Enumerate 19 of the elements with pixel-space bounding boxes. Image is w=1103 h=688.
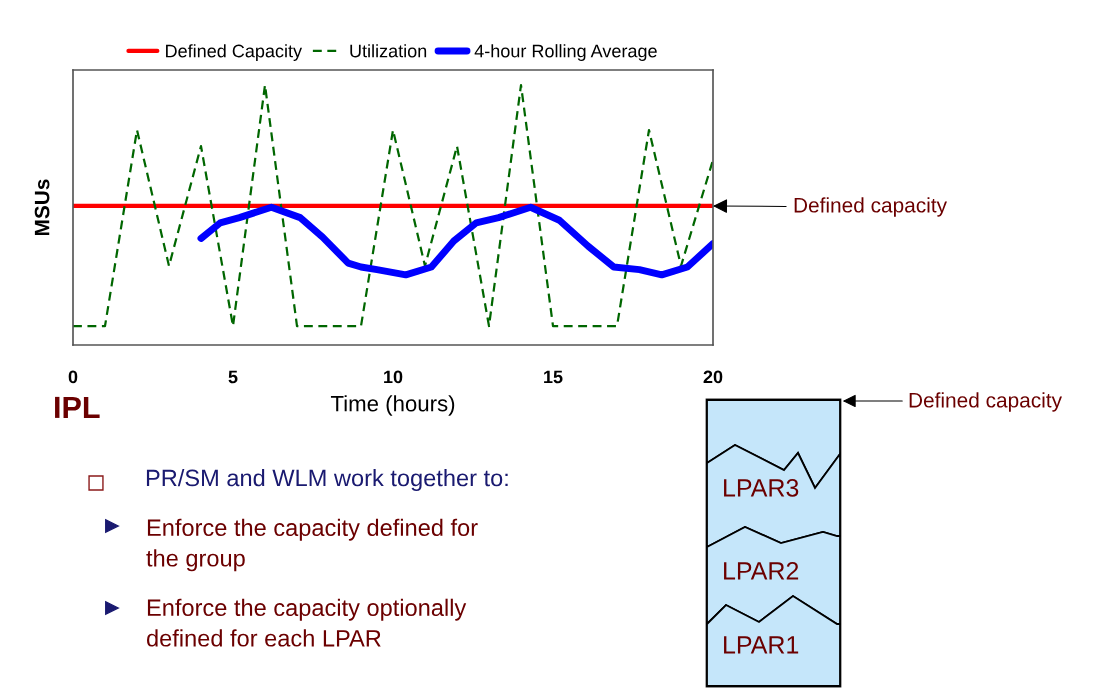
x-tick-label: 10: [384, 370, 403, 384]
text: IPL: [55, 396, 100, 418]
text: Enforce the capacity optionally defined for each LPAR: [146, 598, 467, 647]
x-axis-title: Time (hours): [330, 395, 455, 416]
text: PR/SM and WLM work together to:: [146, 468, 508, 492]
x-tick-label: 0: [68, 370, 78, 384]
x-tick-label: 15: [544, 370, 563, 384]
text: LPAR2: [724, 562, 799, 580]
text: Defined capacity: [909, 392, 1062, 412]
x-tick-label: 20: [703, 370, 723, 384]
text: LPAR1: [724, 636, 799, 654]
x-tick-label: 5: [228, 370, 238, 384]
text: Enforce the capacity defined for the group: [146, 518, 478, 572]
text: LPAR3: [724, 479, 799, 497]
legend-label: 4-hour Rolling Average: [474, 44, 657, 61]
annotation: Defined capacity: [794, 197, 947, 217]
y-axis-title: MSUs: [34, 179, 50, 236]
legend-label: Utilization: [350, 44, 427, 58]
legend-label: Defined Capacity: [166, 44, 303, 61]
